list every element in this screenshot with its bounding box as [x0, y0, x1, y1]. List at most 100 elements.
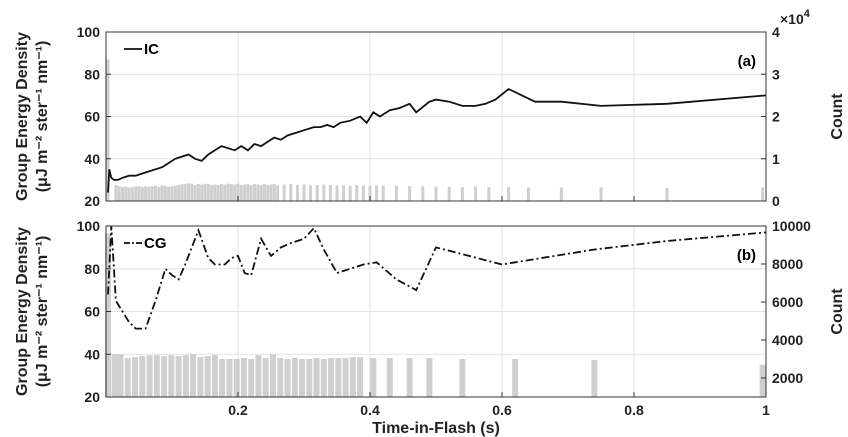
count-bar	[183, 184, 187, 201]
count-bar	[289, 184, 293, 201]
y-axis-label-left-line1: Group Energy Density	[14, 227, 31, 396]
count-bar	[111, 354, 118, 397]
count-bar	[203, 183, 207, 201]
count-bar	[284, 359, 291, 397]
y-tick-label-left: 100	[77, 218, 101, 234]
count-bar	[124, 186, 128, 201]
right-axis-multiplier: ×104	[780, 8, 811, 27]
x-tick-label: 0.4	[360, 402, 380, 418]
count-bar	[759, 364, 766, 397]
count-bar	[240, 358, 247, 397]
count-bar	[229, 184, 233, 201]
count-bar	[459, 359, 466, 397]
panel-label: (a)	[738, 53, 756, 70]
x-tick-label: 0.8	[624, 402, 644, 418]
x-tick-label: 0.2	[228, 402, 248, 418]
multiplier-exponent: 4	[804, 8, 811, 20]
y-tick-label-left: 20	[84, 193, 100, 209]
panel-label: (b)	[737, 247, 756, 264]
count-bar	[370, 358, 377, 397]
count-bar	[328, 184, 332, 201]
x-tick-label: 1	[762, 402, 770, 418]
count-bar	[117, 354, 124, 397]
count-bar	[761, 187, 765, 201]
panel-a: 20 40 60 80 100 0 1 2 3 4 (a) IC Group Energy Den…	[14, 8, 846, 209]
count-bar	[272, 184, 276, 201]
panel-b: 0.2 0.4 0.6 0.8 1 20 40 60 80 100 2000 4000 6000 8000…	[14, 218, 846, 418]
count-bar	[559, 187, 563, 201]
count-bar	[211, 355, 218, 397]
count-bar	[160, 185, 164, 201]
count-bar	[153, 355, 160, 397]
grid	[106, 31, 767, 202]
count-bar	[276, 185, 280, 201]
legend: IC	[124, 41, 159, 58]
y-axis-label-right: Count	[829, 93, 846, 140]
count-bar	[144, 186, 148, 201]
count-bar	[434, 186, 438, 201]
count-bar	[253, 184, 256, 201]
count-bar	[130, 187, 134, 201]
count-bar	[487, 187, 491, 201]
count-bar	[306, 359, 313, 397]
count-bar	[173, 185, 177, 201]
count-bar	[132, 357, 139, 397]
count-bar	[299, 359, 306, 397]
count-bar	[193, 184, 197, 201]
y-tick-label-left: 40	[84, 346, 100, 362]
y-tick-label-right: 2000	[772, 370, 803, 386]
count-bar	[313, 358, 320, 397]
count-bar	[197, 357, 204, 397]
count-bar	[474, 186, 478, 201]
count-bar	[161, 356, 168, 397]
count-bar	[190, 354, 197, 397]
series-line-cg	[107, 225, 767, 330]
y-tick-label-left: 60	[84, 304, 100, 320]
count-bar	[262, 358, 269, 397]
count-bar	[295, 184, 299, 201]
y-tick-label-left: 100	[77, 24, 101, 40]
count-bar	[408, 186, 412, 201]
count-bar	[157, 187, 161, 201]
multiplier-base: ×10	[780, 11, 804, 27]
count-bar	[599, 187, 603, 201]
y-tick-label-left: 60	[84, 109, 100, 125]
count-bar	[248, 359, 255, 397]
y-axis-label-left-line2: (μJ m⁻² ster⁻¹ nm⁻¹)	[34, 41, 51, 193]
count-bar	[526, 187, 530, 201]
y-tick-label-right: 2	[772, 109, 780, 125]
count-bar	[591, 359, 598, 397]
count-bar	[328, 358, 335, 397]
count-bar	[137, 186, 141, 201]
count-bars	[106, 59, 765, 202]
count-bar	[320, 359, 327, 397]
count-bar	[342, 185, 346, 201]
y-tick-label-right: 1	[772, 151, 780, 167]
y-tick-label-right: 10000	[772, 218, 811, 234]
count-bar	[406, 358, 413, 397]
count-bar	[426, 358, 433, 397]
tick-labels: 20 40 60 80 100 0 1 2 3 4	[77, 24, 780, 209]
count-bar	[335, 185, 339, 201]
tick-labels: 0.2 0.4 0.6 0.8 1 20 40 60 80 100 2000 4000 6000 8000…	[77, 218, 812, 418]
count-bar	[139, 356, 146, 397]
count-bar	[182, 355, 189, 397]
count-bar	[368, 185, 372, 201]
count-bar	[259, 184, 263, 201]
count-bar	[180, 184, 184, 201]
y-axis-label-right: Count	[829, 288, 846, 335]
count-bar	[167, 186, 171, 201]
count-bar	[146, 355, 153, 397]
legend-label: IC	[144, 41, 159, 58]
count-bar	[249, 184, 253, 201]
count-bar	[421, 186, 425, 201]
count-bar	[507, 187, 511, 201]
count-bar	[147, 186, 151, 201]
count-bar	[204, 356, 211, 397]
legend-label: CG	[144, 235, 167, 252]
count-bar	[150, 186, 154, 201]
count-bar	[361, 185, 365, 201]
count-bar	[322, 184, 326, 201]
count-bar	[302, 184, 306, 201]
x-axis-label: Time-in-Flash (s)	[372, 420, 500, 437]
